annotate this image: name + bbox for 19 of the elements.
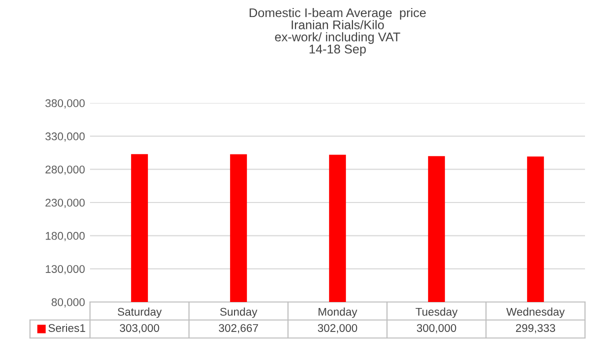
y-tick-label: 330,000 bbox=[45, 132, 85, 142]
y-tick-label: 180,000 bbox=[46, 232, 85, 242]
y-tick-label: 230,000 bbox=[46, 198, 85, 208]
legend-label: Series1 bbox=[48, 324, 86, 332]
y-tick-label: 80,000 bbox=[52, 298, 85, 308]
data-label: 300,000 bbox=[416, 324, 456, 334]
data-label: 302,667 bbox=[218, 324, 258, 334]
data-label: 299,333 bbox=[516, 324, 556, 334]
data-label: 302,000 bbox=[318, 324, 358, 334]
x-tick-label: Saturday bbox=[118, 308, 162, 318]
y-tick-label: 130,000 bbox=[46, 265, 85, 274]
y-tick-label: 380,000 bbox=[45, 99, 85, 108]
x-tick-label: Tuesday bbox=[416, 308, 458, 318]
x-tick-label: Sunday bbox=[220, 308, 258, 318]
data-label: 303,000 bbox=[120, 324, 160, 334]
y-tick-label: 280,000 bbox=[46, 166, 85, 175]
x-tick-label: Monday bbox=[318, 308, 358, 318]
x-tick-label: Wednesday bbox=[506, 308, 565, 318]
chart-title: Domestic I-beam Average price Iranian Rials/Kilo ex-work/ including VAT 14-18 Sep bbox=[250, 8, 426, 56]
